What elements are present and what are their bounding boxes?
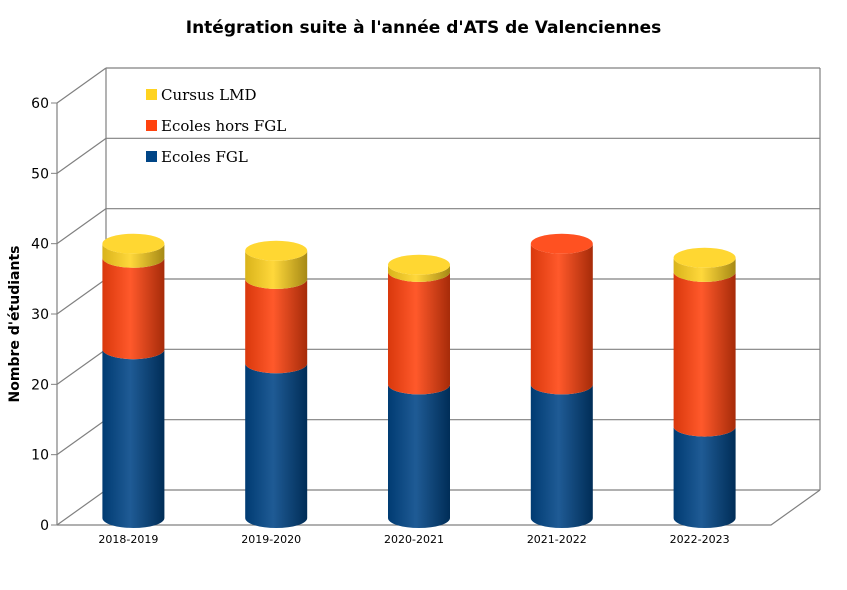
y-tick-label: 60 xyxy=(31,96,49,112)
legend-label: Ecoles FGL xyxy=(161,148,248,166)
bar-cap xyxy=(388,254,450,275)
bar-segment xyxy=(245,250,308,289)
y-tick-label: 40 xyxy=(31,237,49,253)
y-tick-label: 20 xyxy=(31,377,49,393)
bar-cap xyxy=(673,247,736,268)
bar-stack xyxy=(530,233,593,528)
bar-cap xyxy=(245,240,308,261)
wall-gridline xyxy=(56,137,107,174)
bar-segment xyxy=(102,349,165,528)
bar-segment xyxy=(245,363,308,528)
bar-segment xyxy=(388,264,450,282)
y-tick-label: 50 xyxy=(31,166,49,182)
bar-segment xyxy=(673,257,736,282)
wall-gridline xyxy=(56,67,107,104)
wall-gridline xyxy=(56,278,107,315)
bar-segment xyxy=(530,243,593,395)
y-tick-label: 30 xyxy=(31,307,49,323)
wall-gridline xyxy=(56,489,107,526)
legend: Cursus LMD Ecoles hors FGL Ecoles FGL xyxy=(146,86,286,166)
x-tick-label: 2018-2019 xyxy=(98,533,158,546)
bar-segment xyxy=(673,271,736,437)
bar-segment xyxy=(245,278,308,374)
wall-gridline xyxy=(56,348,107,385)
bar-segment xyxy=(530,384,593,528)
bar-segment xyxy=(388,271,450,395)
legend-swatch xyxy=(146,120,157,131)
legend-swatch xyxy=(146,89,157,100)
bar-segment xyxy=(102,257,165,360)
x-tick-label: 2022-2023 xyxy=(670,533,730,546)
wall-gridline xyxy=(56,419,107,456)
legend-label: Ecoles hors FGL xyxy=(161,117,286,135)
bar-segment xyxy=(673,426,736,528)
y-tick-label: 10 xyxy=(31,448,49,464)
bar-segment xyxy=(388,384,450,528)
chart-title: Intégration suite à l'année d'ATS de Val… xyxy=(185,18,662,38)
axes: 0 10 20 30 40 50 60 Nombre d'étudiants 2018-2019… xyxy=(7,96,730,546)
x-tick-label: 2020-2021 xyxy=(384,533,444,546)
x-tick-label: 2021-2022 xyxy=(527,533,587,546)
legend-label: Cursus LMD xyxy=(161,86,256,104)
bars xyxy=(102,233,736,528)
wall-gridline xyxy=(56,208,107,245)
y-tick-label: 0 xyxy=(40,518,49,534)
bar-stack xyxy=(245,240,308,528)
bar-stack xyxy=(388,254,450,528)
x-tick-label: 2019-2020 xyxy=(241,533,301,546)
bar-stack xyxy=(673,247,736,528)
bar-cap xyxy=(102,233,165,254)
bar-segment xyxy=(102,243,165,268)
legend-swatch xyxy=(146,151,157,162)
bar-stack xyxy=(102,233,165,528)
y-axis-label: Nombre d'étudiants xyxy=(7,246,23,403)
bar-cap xyxy=(530,233,593,254)
